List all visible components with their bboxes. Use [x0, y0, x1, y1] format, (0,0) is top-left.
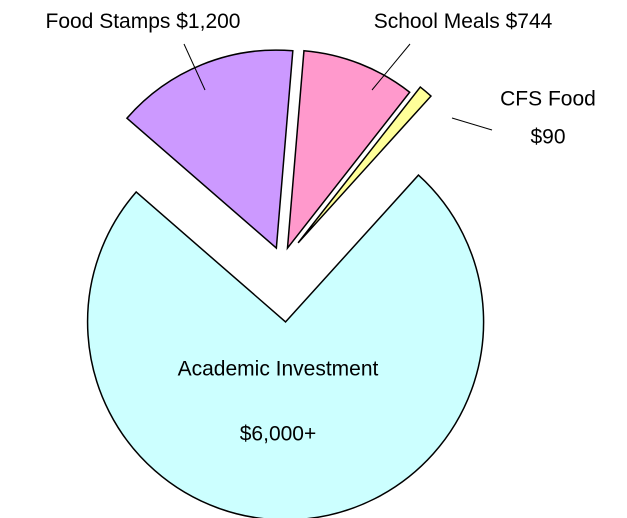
- slice-label: School Meals $744: [374, 10, 553, 33]
- pie-slice: [86, 174, 485, 518]
- slice-label: Food Stamps $1,200: [46, 10, 241, 33]
- category-label: School Meals: [374, 10, 500, 33]
- leader-line: [451, 117, 493, 131]
- leader-line: [183, 43, 206, 91]
- pie-slice: [297, 86, 433, 244]
- pie-slice: [286, 49, 411, 251]
- category-label: Academic Investment: [178, 358, 379, 381]
- category-label: CFS Food: [500, 88, 596, 111]
- value-label: $90: [530, 126, 565, 149]
- value-label: $1,200: [176, 10, 240, 33]
- leader-line: [371, 43, 411, 91]
- pie: [86, 49, 485, 518]
- value-label: $744: [506, 10, 553, 33]
- value-label: $6,000+: [240, 423, 317, 446]
- pie-slice: [125, 49, 294, 250]
- category-label: Food Stamps: [46, 10, 171, 33]
